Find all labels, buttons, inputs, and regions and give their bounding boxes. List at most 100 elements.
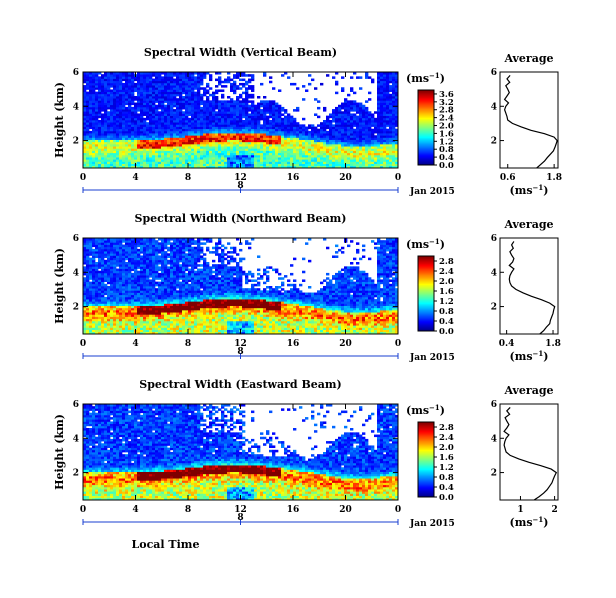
y-tick-label: 2 bbox=[73, 303, 79, 313]
average-y-tick-label: 2 bbox=[491, 137, 497, 147]
x-tick-label: 0 bbox=[80, 339, 86, 349]
colorbar-tick-label: 0.8 bbox=[439, 307, 454, 317]
average-profile-line bbox=[503, 406, 558, 501]
panel-3: Spectral Width (Eastward Beam)0 4 8 12 16 20 0… bbox=[53, 378, 559, 551]
y-tick-label: 6 bbox=[73, 400, 79, 410]
average-y-tick-label: 6 bbox=[491, 68, 497, 78]
x-tick-label: 16 bbox=[287, 173, 300, 183]
average-y-tick-label: 6 bbox=[491, 400, 497, 410]
average-profile: Average 0.4 1.8 2 4 6 (ms−1) bbox=[491, 218, 561, 363]
x-tick-label: 4 bbox=[132, 505, 138, 515]
average-title: Average bbox=[503, 384, 553, 397]
x-tick-label: 0 bbox=[80, 173, 86, 183]
y-tick-label: 4 bbox=[73, 102, 79, 112]
y-tick-label: 6 bbox=[73, 68, 79, 78]
average-x-tick-label: 2 bbox=[551, 505, 557, 515]
colorbar-tick-label: 2.4 bbox=[439, 114, 454, 124]
colorbar-tick-label: 1.2 bbox=[439, 463, 454, 473]
x-tick-label: 8 bbox=[185, 505, 191, 515]
average-y-tick-label: 4 bbox=[491, 434, 497, 444]
colorbar-tick-label: 0.0 bbox=[439, 493, 454, 503]
average-y-tick-label: 2 bbox=[491, 469, 497, 479]
average-profile: Average 0.6 1.8 2 4 6 (ms−1) bbox=[491, 52, 562, 197]
average-profile: Average 1 2 2 4 6 (ms−1) bbox=[491, 384, 559, 529]
average-y-tick-label: 6 bbox=[491, 234, 497, 244]
colorbar-tick-label: 0.4 bbox=[439, 483, 454, 493]
average-profile-line bbox=[508, 241, 556, 335]
average-x-tick-label: 0.4 bbox=[499, 339, 515, 349]
colorbar-tick-label: 2.8 bbox=[439, 106, 454, 116]
x-tick-label: 4 bbox=[132, 173, 138, 183]
colorbar-tick-label: 0.0 bbox=[439, 161, 454, 171]
x-tick-label: 0 bbox=[395, 505, 401, 515]
panel-title: Spectral Width (Vertical Beam) bbox=[144, 46, 337, 59]
y-tick-label: 4 bbox=[73, 268, 79, 278]
date-label: Jan 2015 bbox=[409, 353, 455, 363]
average-title: Average bbox=[503, 52, 553, 65]
date-label: Jan 2015 bbox=[409, 519, 455, 529]
x-tick-label: 20 bbox=[339, 505, 352, 515]
average-profile-line bbox=[503, 75, 558, 169]
colorbar-tick-label: 0.4 bbox=[439, 153, 454, 163]
colorbar-tick-label: 2.0 bbox=[439, 122, 454, 132]
x-tick-label: 0 bbox=[395, 173, 401, 183]
y-tick-label: 2 bbox=[73, 469, 79, 479]
colorbar-unit: (ms−1) bbox=[406, 237, 445, 251]
average-x-tick-label: 1 bbox=[517, 505, 523, 515]
colorbar-tick-label: 0.4 bbox=[439, 317, 454, 327]
colorbar-tick-label: 2.0 bbox=[439, 443, 454, 453]
heatmap bbox=[83, 238, 399, 335]
y-axis-label: Height (km) bbox=[53, 414, 66, 490]
average-y-tick-label: 2 bbox=[491, 303, 497, 313]
y-tick-label: 6 bbox=[73, 234, 79, 244]
colorbar-tick-label: 2.4 bbox=[439, 267, 454, 277]
date-day-label: 8 bbox=[237, 347, 243, 357]
colorbar-tick-label: 1.6 bbox=[439, 453, 454, 463]
x-tick-label: 8 bbox=[185, 339, 191, 349]
panel-title: Spectral Width (Northward Beam) bbox=[135, 212, 347, 225]
x-tick-label: 12 bbox=[234, 173, 247, 183]
colorbar-tick-label: 2.8 bbox=[439, 257, 454, 267]
x-tick-label: 4 bbox=[132, 339, 138, 349]
colorbar-unit: (ms−1) bbox=[406, 403, 445, 417]
x-tick-label: 20 bbox=[339, 339, 352, 349]
panel-2: Spectral Width (Northward Beam)0 4 8 12 16 20… bbox=[53, 212, 561, 363]
x-tick-label: 12 bbox=[234, 339, 247, 349]
colorbar-tick-label: 1.6 bbox=[439, 129, 454, 139]
average-x-tick-label: 0.6 bbox=[500, 173, 516, 183]
colorbar-tick-label: 2.8 bbox=[439, 423, 454, 433]
average-x-tick-label: 1.8 bbox=[546, 173, 562, 183]
colorbar: (ms−1) 0.00.40.81.21.62.02.42.8 bbox=[406, 403, 454, 503]
average-title: Average bbox=[503, 218, 553, 231]
x-tick-label: 8 bbox=[185, 173, 191, 183]
average-x-axis-label: (ms−1) bbox=[509, 515, 548, 529]
heatmap bbox=[83, 72, 399, 169]
colorbar-unit: (ms−1) bbox=[406, 71, 445, 85]
x-tick-label: 20 bbox=[339, 173, 352, 183]
x-tick-label: 16 bbox=[287, 505, 300, 515]
x-axis-label: Local Time bbox=[132, 538, 200, 551]
colorbar-tick-label: 1.2 bbox=[439, 137, 454, 147]
heatmap bbox=[83, 404, 399, 501]
average-x-tick-label: 1.8 bbox=[545, 339, 561, 349]
colorbar-tick-label: 3.6 bbox=[439, 90, 454, 100]
colorbar: (ms−1) 0.00.40.81.21.62.02.42.83.23.6 bbox=[406, 71, 454, 171]
y-axis-label: Height (km) bbox=[53, 248, 66, 324]
panel-title: Spectral Width (Eastward Beam) bbox=[139, 378, 341, 391]
colorbar-tick-label: 3.2 bbox=[439, 98, 454, 108]
y-axis-label: Height (km) bbox=[53, 82, 66, 158]
date-day-label: 8 bbox=[237, 181, 243, 191]
panel-1: Spectral Width (Vertical Beam)0 4 8 12 16 20 0… bbox=[53, 46, 562, 197]
x-tick-label: 0 bbox=[80, 505, 86, 515]
x-tick-label: 16 bbox=[287, 339, 300, 349]
x-tick-label: 0 bbox=[395, 339, 401, 349]
colorbar-tick-label: 1.2 bbox=[439, 297, 454, 307]
colorbar-tick-label: 1.6 bbox=[439, 287, 454, 297]
average-y-tick-label: 4 bbox=[491, 268, 497, 278]
y-tick-label: 4 bbox=[73, 434, 79, 444]
y-tick-label: 2 bbox=[73, 137, 79, 147]
date-day-label: 8 bbox=[237, 513, 243, 523]
average-x-axis-label: (ms−1) bbox=[509, 183, 548, 197]
average-y-tick-label: 4 bbox=[491, 102, 497, 112]
average-x-axis-label: (ms−1) bbox=[509, 349, 548, 363]
